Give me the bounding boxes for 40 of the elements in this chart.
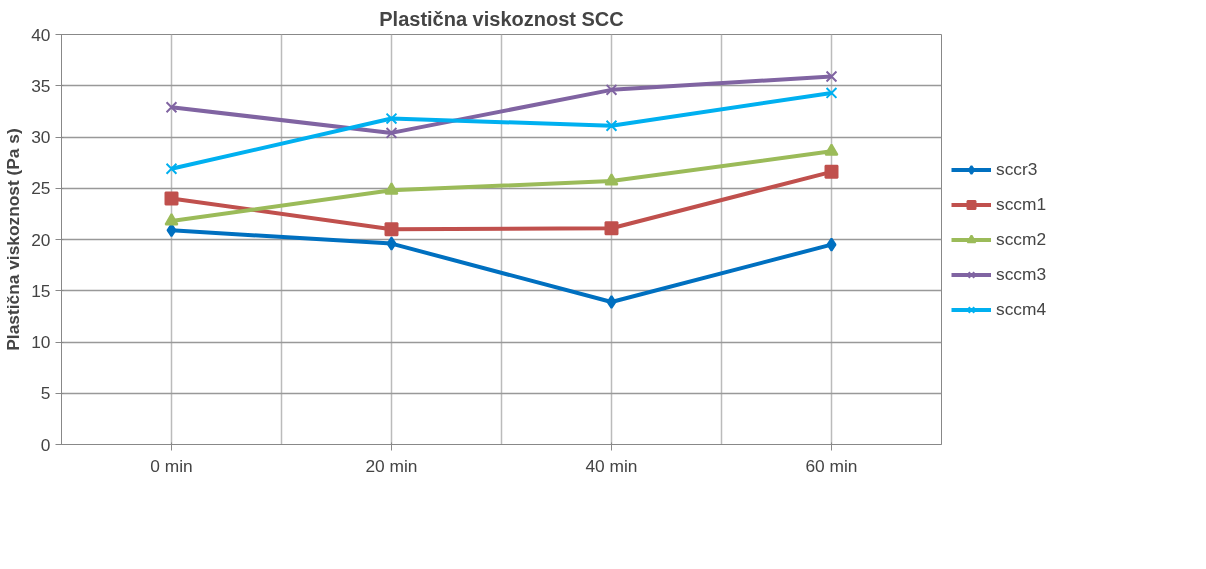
point [826, 237, 837, 252]
point [384, 222, 399, 237]
point [824, 164, 839, 179]
y-tick-label: 30 [31, 127, 51, 147]
x-tick-label: 20 min [365, 455, 418, 476]
y-tick-label: 5 [40, 383, 51, 404]
legend-label: sccm3 [996, 263, 1047, 285]
y-tick-label: 15 [31, 280, 51, 301]
point [825, 86, 838, 99]
legend-label: sccm2 [996, 228, 1047, 250]
legend-label: sccm1 [996, 193, 1047, 215]
point [604, 221, 619, 236]
y-tick-label: 25 [31, 178, 51, 199]
point [165, 162, 178, 175]
chart-title: Plastična viskoznost SCC [379, 7, 624, 30]
x-tick-label: 60 min [805, 455, 858, 476]
point [386, 236, 397, 251]
y-tick-label: 20 [31, 229, 51, 250]
x-tick-label: 40 min [585, 455, 638, 476]
point [604, 173, 619, 186]
legend-label: sccr3 [996, 158, 1038, 180]
point [825, 70, 838, 83]
point [385, 126, 398, 139]
y-axis-title: Plastična viskoznost (Pa s) [3, 128, 24, 351]
y-tick-label: 35 [31, 75, 51, 96]
point [605, 119, 618, 132]
point [605, 83, 618, 96]
point [164, 213, 179, 226]
point [385, 112, 398, 125]
point [165, 101, 178, 114]
point [164, 191, 179, 206]
point [606, 295, 617, 310]
y-tick-label: 0 [40, 434, 51, 455]
point [824, 143, 839, 156]
x-tick-label: 0 min [150, 455, 193, 476]
y-tick-label: 10 [31, 332, 51, 352]
legend-label: sccm4 [996, 298, 1047, 320]
point [166, 223, 177, 238]
point [384, 182, 399, 195]
y-tick-label: 40 [31, 24, 51, 45]
